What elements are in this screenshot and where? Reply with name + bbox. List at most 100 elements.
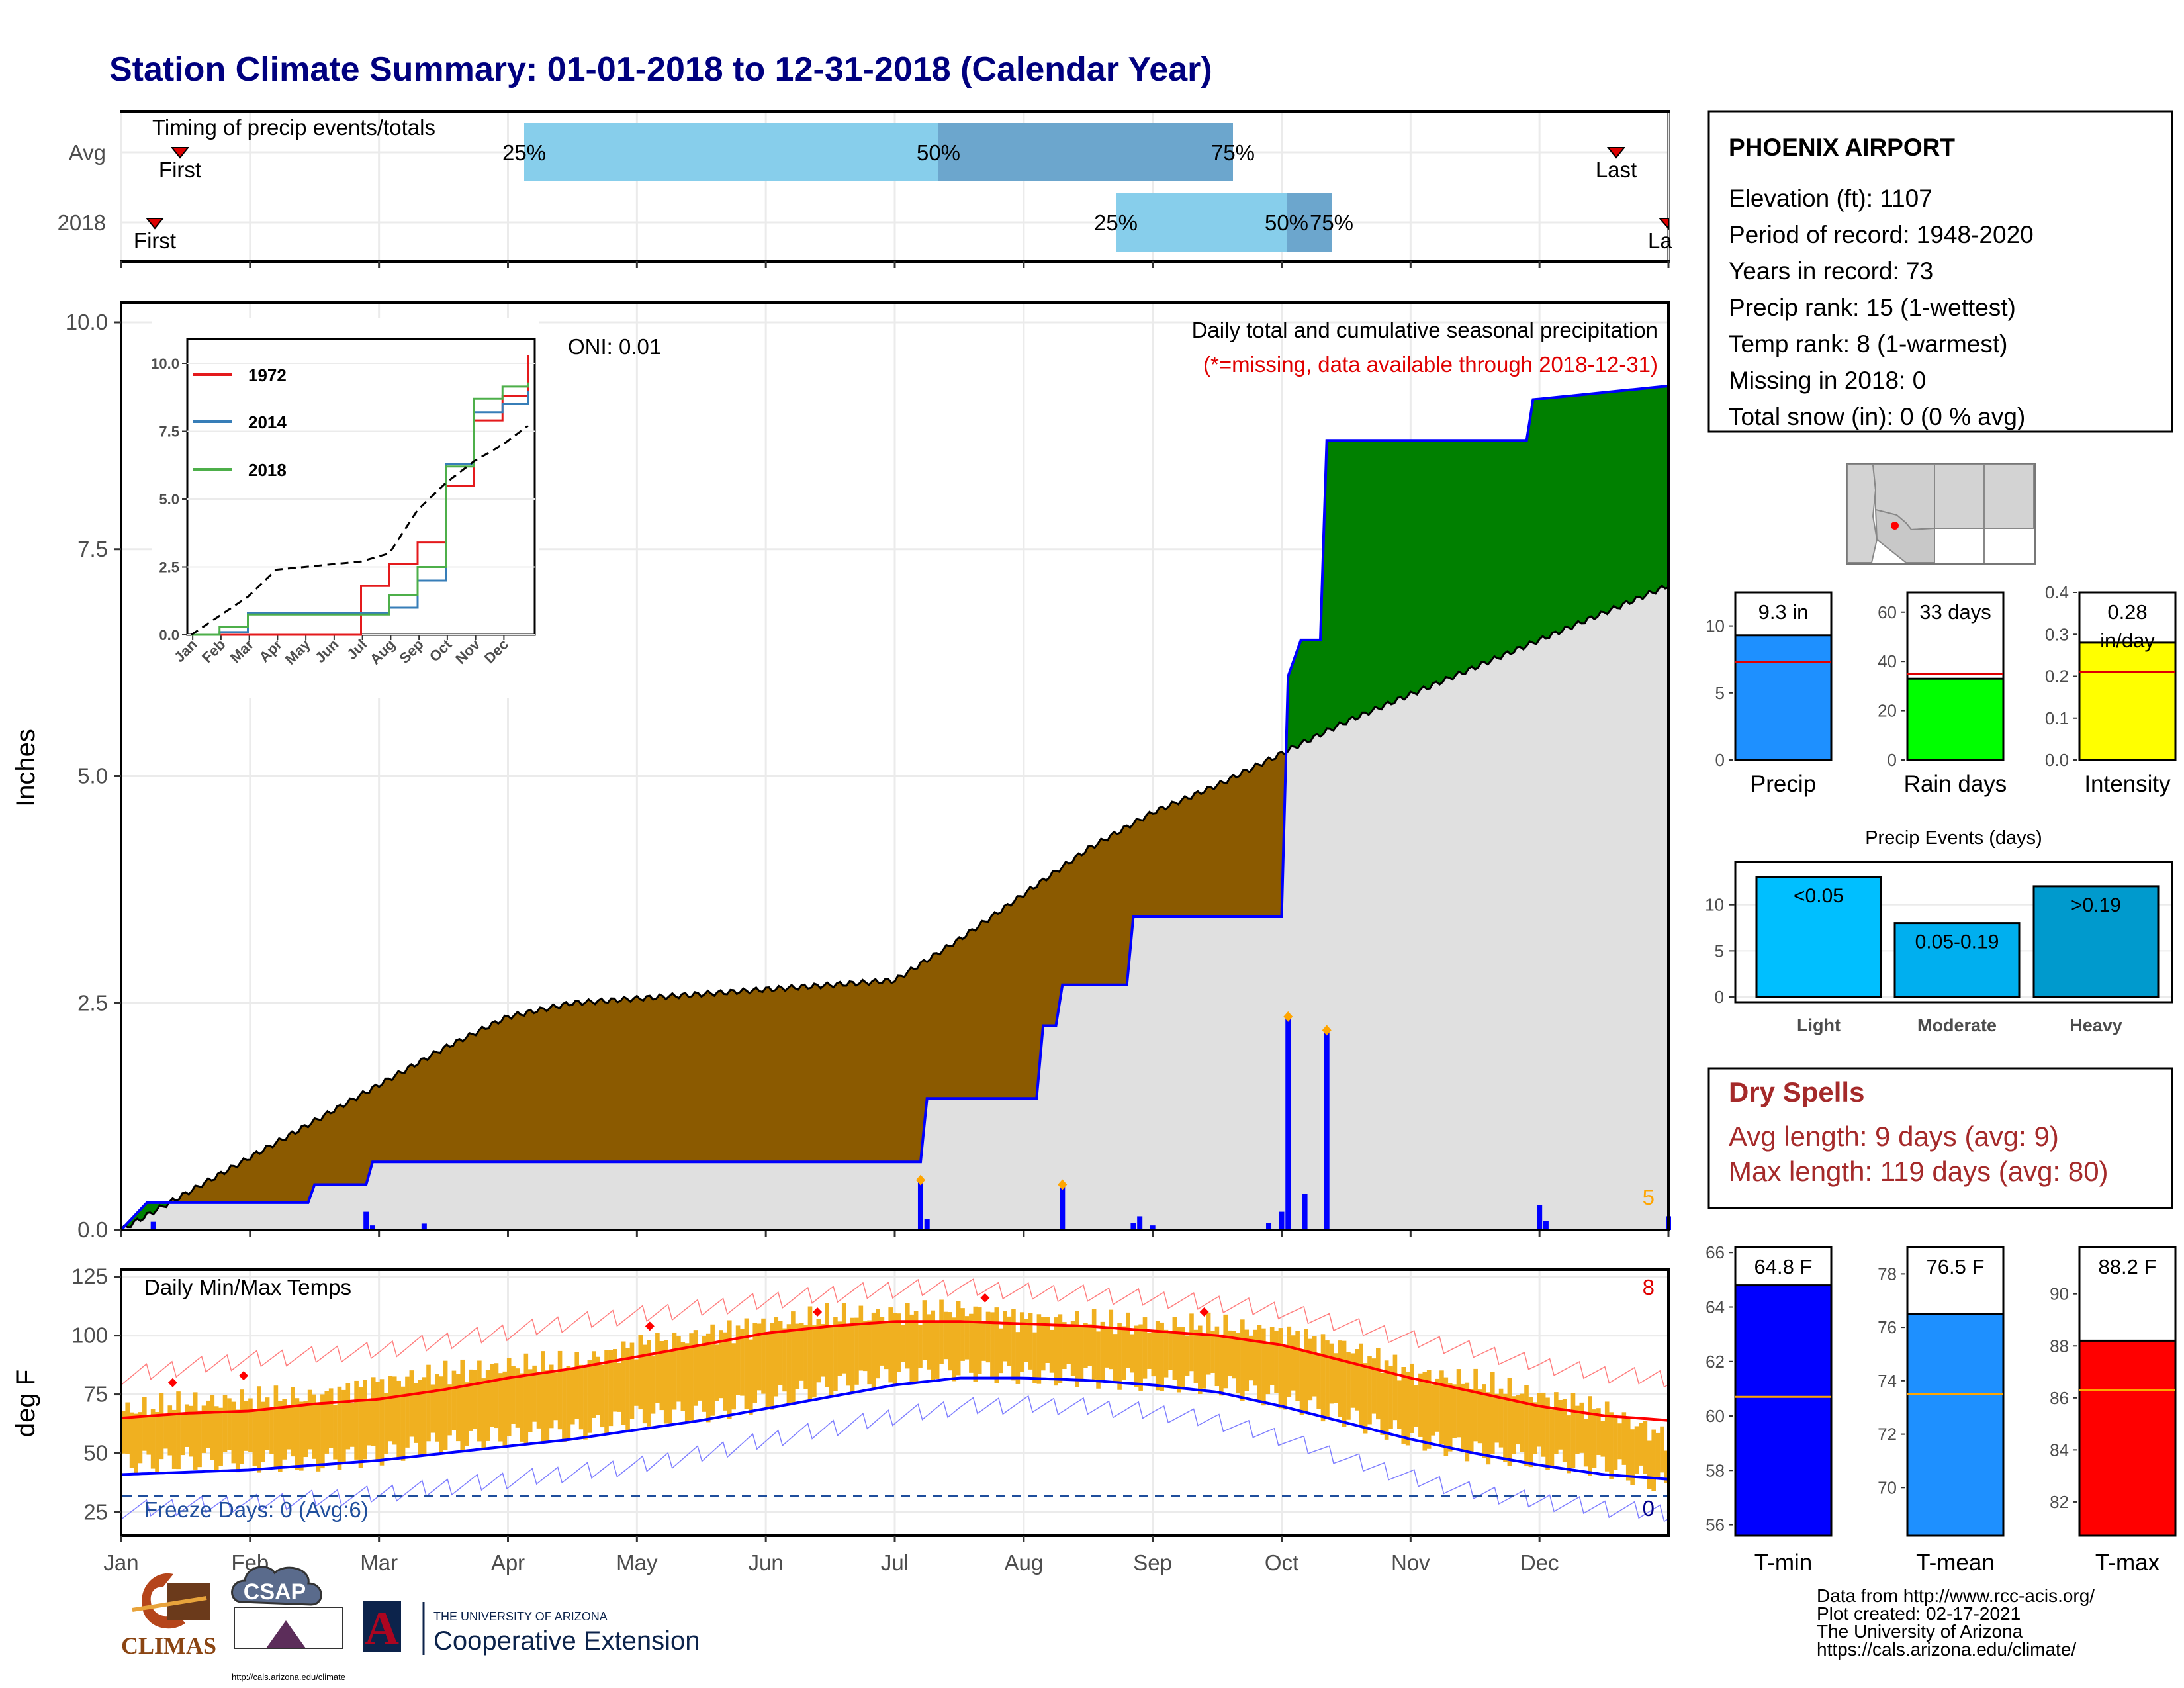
daily-temp-range [1189, 1313, 1194, 1372]
daily-temp-range [527, 1369, 533, 1432]
month-label: Jan [103, 1550, 138, 1575]
daily-temp-range [744, 1318, 749, 1409]
month-label: Aug [1004, 1550, 1043, 1575]
avg-25-50-bar [524, 123, 938, 181]
daily-temp-range [1405, 1371, 1410, 1446]
daily-temp-range [1040, 1317, 1046, 1371]
daily-temp-range [1214, 1326, 1220, 1387]
daily-temp-range [1384, 1360, 1389, 1440]
daily-temp-range [210, 1395, 215, 1460]
precip-summary-bars: 0 5 10 9.3 in Precip 0 20 40 60 33 days Rain days 0… [1706, 583, 2177, 797]
daily-temp-range [880, 1317, 885, 1366]
daily-temp-range [1329, 1343, 1334, 1404]
temp-bar-tick-label: 60 [1706, 1406, 1725, 1426]
daily-temp-range [1066, 1326, 1071, 1364]
daily-temp-range [731, 1343, 736, 1410]
daily-temp-range [858, 1305, 864, 1371]
daily-temp-range [443, 1360, 448, 1450]
precip-panel: 0.0 2.5 5.0 7.5 10.0 Inches ONI: 0.01 Daily … [11, 301, 1671, 1242]
california-shape [1847, 464, 1878, 563]
precip-y-label: Inches [11, 729, 40, 807]
precip-tick-label: 0.0 [77, 1217, 108, 1242]
daily-precip-bar [1543, 1221, 1549, 1230]
daily-temp-range [642, 1344, 647, 1424]
daily-temp-range [464, 1382, 469, 1446]
summary-tick-label: 10 [1706, 616, 1725, 636]
temp-bar-tick-label: 84 [2050, 1440, 2069, 1460]
daily-temp-range [197, 1410, 202, 1468]
station-temp-rank: Temp rank: 8 (1-warmest) [1729, 330, 2008, 357]
summary-bar-name: Precip [1751, 771, 1816, 797]
daily-temp-range [273, 1385, 279, 1469]
daily-temp-range [629, 1342, 635, 1419]
events-category-label: Heavy [2070, 1015, 2122, 1035]
precip-tick-label: 2.5 [77, 990, 108, 1015]
daily-temp-range [1588, 1396, 1592, 1476]
daily-precip-marker [1283, 1011, 1293, 1022]
daily-precip-bar [1279, 1211, 1285, 1230]
inset-tick-label-y: 2.5 [159, 559, 179, 576]
record-high-marker [980, 1293, 990, 1303]
daily-temp-range [774, 1317, 779, 1397]
station-info: PHOENIX AIRPORT Elevation (ft): 1107 Per… [1707, 110, 2173, 433]
precip-tick-label: 5.0 [77, 764, 108, 788]
daily-temp-range [994, 1307, 999, 1383]
daily-temp-range [625, 1348, 630, 1430]
daily-temp-range [977, 1307, 982, 1374]
temp-bar-tick-label: 64 [1706, 1297, 1725, 1317]
temp-bar-value-label: 88.2 F [2099, 1255, 2157, 1278]
summary-tick-label: 0.4 [2045, 583, 2069, 602]
y2018-last-marker [1658, 218, 1669, 230]
daily-temp-range [1524, 1385, 1529, 1467]
daily-temp-range [490, 1364, 494, 1428]
daily-temp-range [1054, 1317, 1058, 1386]
precip-y-axis: 0.0 2.5 5.0 7.5 10.0 [66, 310, 121, 1242]
daily-temp-range [1299, 1350, 1304, 1415]
daily-temp-range [1380, 1372, 1385, 1435]
daily-temp-range [948, 1312, 952, 1371]
dry-spells-max: Max length: 119 days (avg: 80) [1729, 1156, 2109, 1187]
daily-temp-range [320, 1394, 325, 1469]
daily-temp-range [1342, 1340, 1347, 1427]
events-bar-label: 0.05-0.19 [1915, 931, 1999, 953]
summary-tick-label: 0.2 [2045, 667, 2069, 686]
daily-temp-range [1541, 1392, 1546, 1457]
daily-temp-range [761, 1318, 766, 1394]
daily-temp-range [833, 1317, 838, 1391]
daily-temp-range [1117, 1323, 1122, 1390]
daily-temp-range [1236, 1333, 1241, 1394]
precip-tick-label: 7.5 [77, 537, 108, 561]
daily-temp-range [1647, 1440, 1652, 1489]
avg-50-75-bar [938, 123, 1233, 181]
record-high-marker [167, 1378, 177, 1387]
daily-temp-range [439, 1376, 444, 1454]
station-elevation: Elevation (ft): 1107 [1729, 185, 1933, 212]
daily-temp-range [795, 1323, 800, 1389]
oni-label: ONI: 0.01 [568, 334, 661, 359]
daily-temp-range [871, 1312, 876, 1390]
daily-temp-range [592, 1351, 596, 1418]
daily-temp-range [1583, 1419, 1588, 1467]
temp-bar-tick-label: 72 [1878, 1425, 1897, 1444]
daily-temp-range [1452, 1384, 1457, 1438]
inset-line-2018 [191, 382, 529, 636]
daily-temp-range [1528, 1397, 1533, 1468]
daily-temp-range [536, 1374, 541, 1429]
daily-temp-range [854, 1317, 859, 1385]
credit-line-4: https://cals.arizona.edu/climate/ [1817, 1639, 2076, 1660]
temp-bar-value-label: 64.8 F [1754, 1255, 1813, 1278]
summary-tick-label: 60 [1878, 602, 1897, 622]
csap-url: http://cals.arizona.edu/climate [232, 1672, 345, 1682]
events-category-label: Light [1797, 1015, 1841, 1035]
daily-temp-range [1660, 1426, 1664, 1473]
summary-tick-label: 0 [1888, 750, 1897, 770]
summary-value-label: 33 days [1919, 600, 1991, 624]
daily-temp-range [1333, 1353, 1338, 1403]
daily-temp-range [125, 1402, 130, 1454]
temp-bar-t-min [1734, 1284, 1833, 1537]
temp-y-axis: 25 50 75 100 125 [71, 1264, 121, 1524]
daily-temp-range [1278, 1328, 1283, 1409]
daily-temp-range [337, 1386, 342, 1470]
daily-temp-range [1075, 1311, 1079, 1387]
y2018-first-label: First [134, 228, 176, 253]
